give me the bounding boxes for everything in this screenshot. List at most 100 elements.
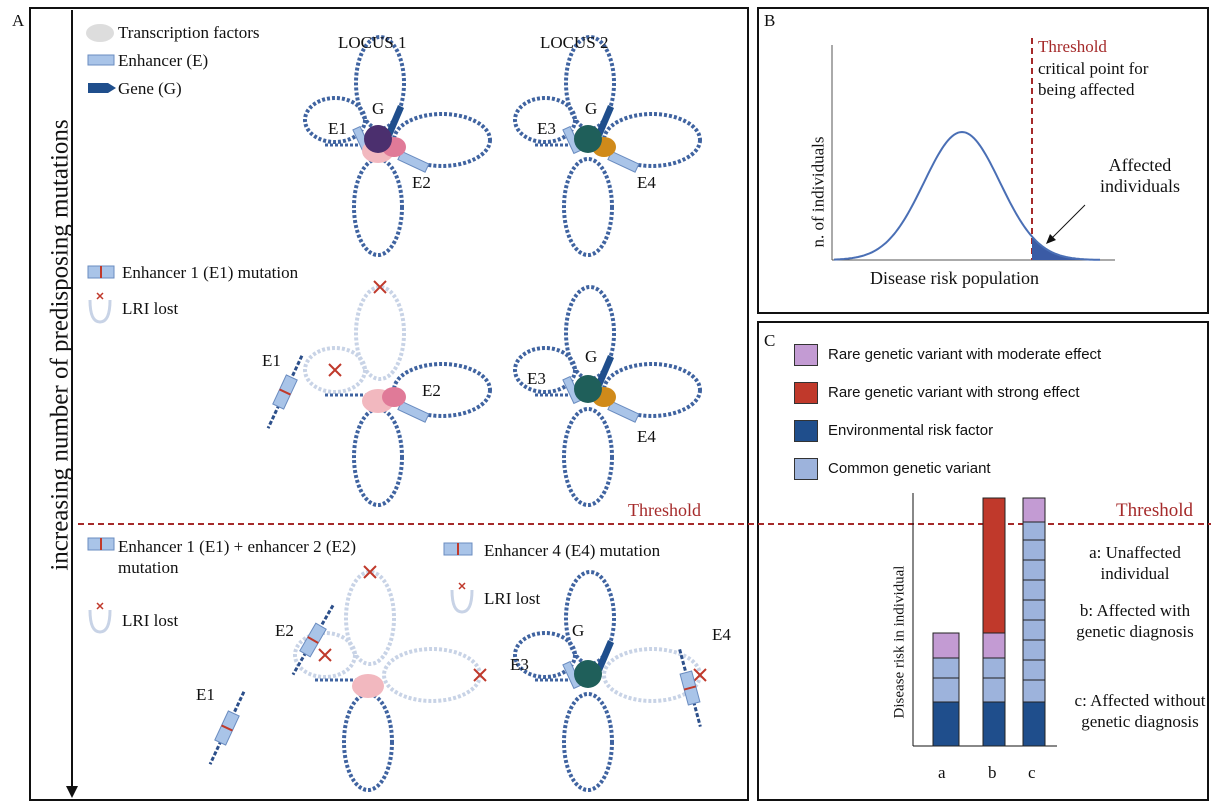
enhancer [608,401,639,422]
enhancer-label: E1 [196,684,215,705]
tf-icon [86,24,114,42]
enhancer-label: E2 [422,380,441,401]
bar-segment [933,702,959,746]
bar-segment [983,658,1005,678]
stacked-bars [933,498,1045,746]
bar-segment [1023,580,1045,600]
gene-label: G [585,98,597,119]
enhancer-label: E3 [527,368,546,389]
bar-segment [983,702,1005,746]
lost-mark [319,649,331,661]
bar-segment [983,498,1005,633]
lost-mark [459,583,465,589]
category-label: c [1028,762,1036,783]
dna-loop [356,287,404,379]
legend-text: Gene (G) [118,78,182,99]
legend-text: Enhancer 1 (E1) + enhancer 2 (E2) mutati… [118,536,408,578]
bar-segment [1023,680,1045,702]
y-axis-label: n. of individuals [808,137,829,248]
dna-loop [346,572,394,664]
lost-mark [97,603,103,609]
enhancer-label: E4 [637,172,656,193]
bar-segment [933,633,959,658]
enhancer-label: E3 [510,654,529,675]
legend-swatch [794,458,818,480]
locus-title: LOCUS 1 [338,32,406,53]
category-label: b [988,762,997,783]
threshold-note: critical point for being affected [1038,58,1188,100]
gene-label: G [585,346,597,367]
gene-label: G [572,620,584,641]
enhancer-label: E3 [537,118,556,139]
enhancer-label: E2 [412,172,431,193]
distribution-curve [834,132,1100,260]
enhancer [398,151,429,172]
legend-text: Transcription factors [118,22,260,43]
lri-icon [452,590,472,612]
bar-segment [1023,560,1045,580]
legend-text: Enhancer 1 (E1) mutation [122,262,298,283]
threshold-label: Threshold [628,500,701,521]
threshold-label: Threshold [1038,36,1107,57]
category-label: a [938,762,946,783]
dna-loop [564,694,612,790]
tf [352,674,384,698]
bar-segment [1023,702,1045,746]
threshold-label: Threshold [1116,500,1193,521]
page: A increasing number of predisposing muta… [0,0,1211,801]
dna-loop [564,159,612,255]
note: a: Unaffected individual [1070,542,1200,584]
enhancer-label: E4 [712,624,731,645]
enhancer-icon [88,55,114,65]
gene-label: G [372,98,384,119]
panel-label: C [764,330,775,351]
dna-loop [344,694,392,790]
legend-text: LRI lost [122,298,178,319]
arrow-head [66,786,78,798]
bar-segment [933,658,959,678]
annotation-arrow [1050,205,1085,240]
bar-segment [983,678,1005,702]
legend-swatch [794,344,818,366]
dna-loop [564,409,612,505]
dna-loop [384,649,480,701]
legend-text: LRI lost [484,588,540,609]
lost-mark [329,364,341,376]
enhancer-label: E2 [275,620,294,641]
legend-text: Common genetic variant [828,458,991,479]
enhancer [398,401,429,422]
enhancer-label: E1 [262,350,281,371]
panel-label: A [12,10,24,31]
legend-text: Rare genetic variant with strong effect [828,382,1080,403]
tf [574,125,602,153]
loci [90,37,706,790]
y-axis-label: Disease risk in individual [890,566,911,719]
legend-swatch [794,420,818,442]
dna-loop [354,409,402,505]
bar-segment [983,633,1005,658]
panel-label: B [764,10,775,31]
dna-loop [354,159,402,255]
enhancer-label: E1 [328,118,347,139]
bar-segment [1023,640,1045,660]
locus-title: LOCUS 2 [540,32,608,53]
lri-icon [90,300,110,322]
legend-swatch [794,382,818,404]
bar-segment [1023,620,1045,640]
legend-text: Rare genetic variant with moderate effec… [828,344,1101,365]
bar-segment [1023,600,1045,620]
legend-text: LRI lost [122,610,178,631]
lri-icon [90,610,110,632]
free-enhancer [288,602,338,677]
tf [574,375,602,403]
bar-segment [1023,522,1045,540]
gene-icon [88,83,116,93]
tf [574,660,602,688]
axis-label: increasing number of predisposing mutati… [50,119,71,570]
bar-segment [933,678,959,702]
bar-segment [1023,498,1045,522]
tf [382,387,406,407]
bar-segment [1023,660,1045,680]
lost-mark [97,293,103,299]
legend-text: Environmental risk factor [828,420,993,441]
